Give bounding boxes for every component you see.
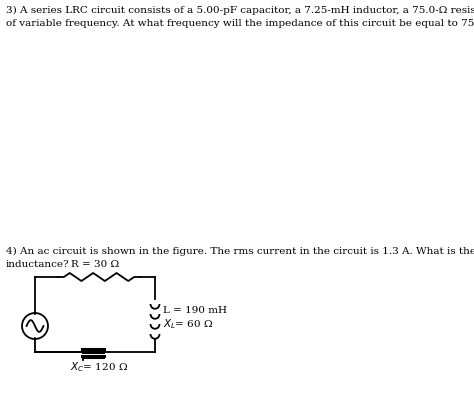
Text: of variable frequency. At what frequency will the impedance of this circuit be e: of variable frequency. At what frequency… [6, 19, 474, 28]
Text: R = 30 Ω: R = 30 Ω [71, 260, 119, 269]
Text: L = 190 mH: L = 190 mH [163, 306, 227, 315]
Text: inductance?: inductance? [6, 260, 70, 269]
Text: $X_L$= 60 Ω: $X_L$= 60 Ω [163, 317, 213, 331]
Text: $X_C$= 120 Ω: $X_C$= 120 Ω [70, 360, 128, 374]
Text: 4) An ac circuit is shown in the figure. The rms current in the circuit is 1.3 A: 4) An ac circuit is shown in the figure.… [6, 247, 474, 256]
Text: 3) A series LRC circuit consists of a 5.00-pF capacitor, a 7.25-mH inductor, a 7: 3) A series LRC circuit consists of a 5.… [6, 6, 474, 15]
